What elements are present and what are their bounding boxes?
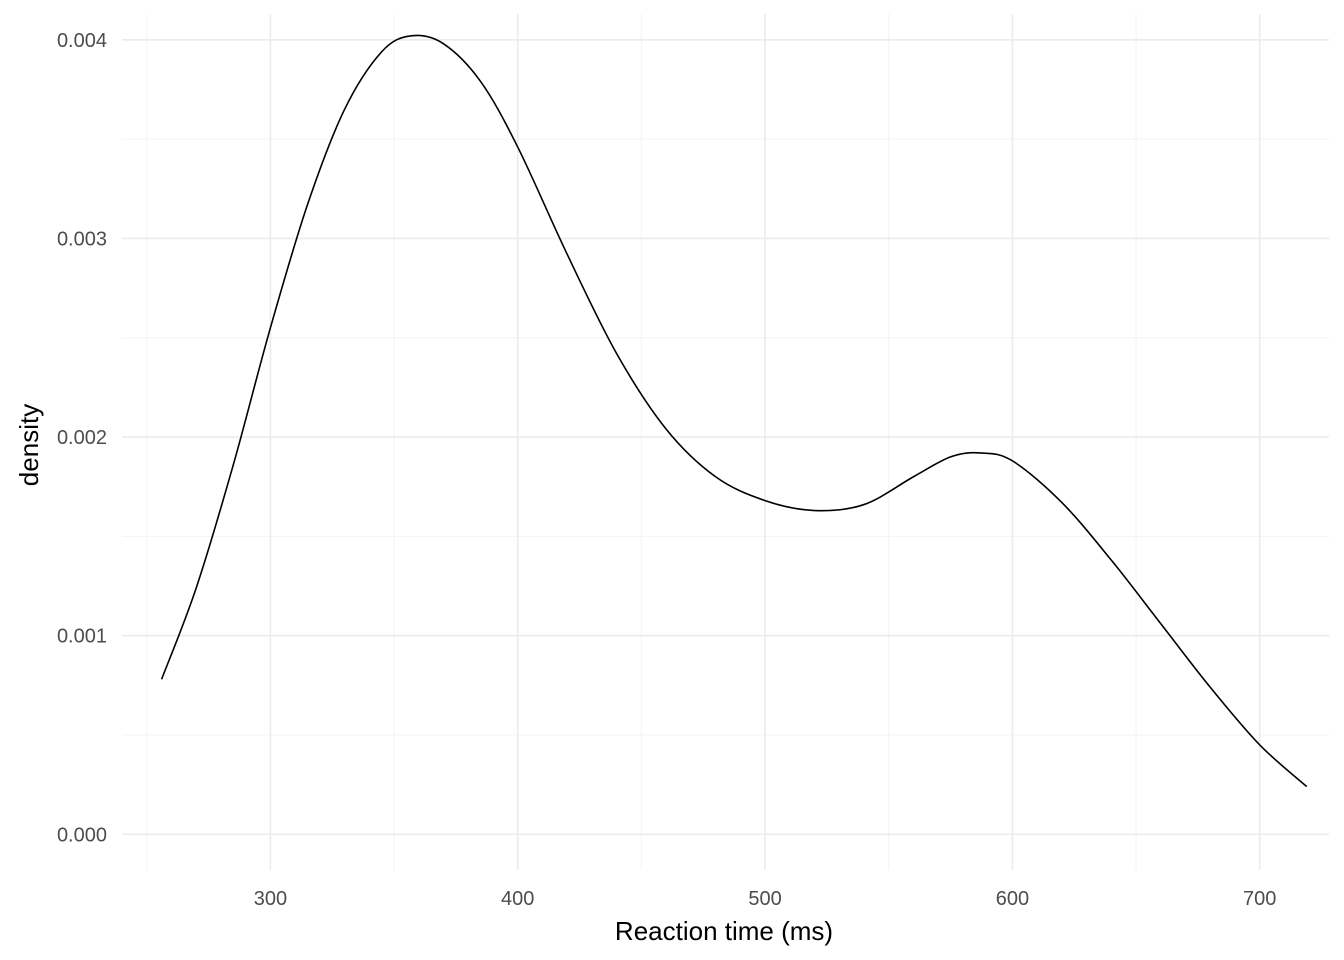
density-curve-layer [160, 34, 1308, 788]
x-tick-label: 600 [996, 888, 1029, 910]
x-axis-tick-labels: 300 400 500 600 700 [254, 888, 1277, 910]
y-tick-label: 0.000 [57, 824, 107, 846]
x-tick-label: 700 [1243, 888, 1276, 910]
y-tick-label: 0.003 [57, 228, 107, 250]
y-tick-label: 0.001 [57, 626, 107, 648]
grid [122, 14, 1329, 870]
x-tick-label: 400 [501, 888, 534, 910]
y-tick-label: 0.002 [57, 427, 107, 449]
y-axis-tick-labels: 0.000 0.001 0.002 0.003 0.004 [57, 30, 107, 846]
x-axis-title: Reaction time (ms) [615, 916, 833, 946]
x-tick-label: 500 [748, 888, 781, 910]
y-axis-title: density [14, 404, 44, 486]
density-curve [160, 34, 1308, 788]
y-tick-label: 0.004 [57, 30, 107, 52]
x-tick-label: 300 [254, 888, 287, 910]
